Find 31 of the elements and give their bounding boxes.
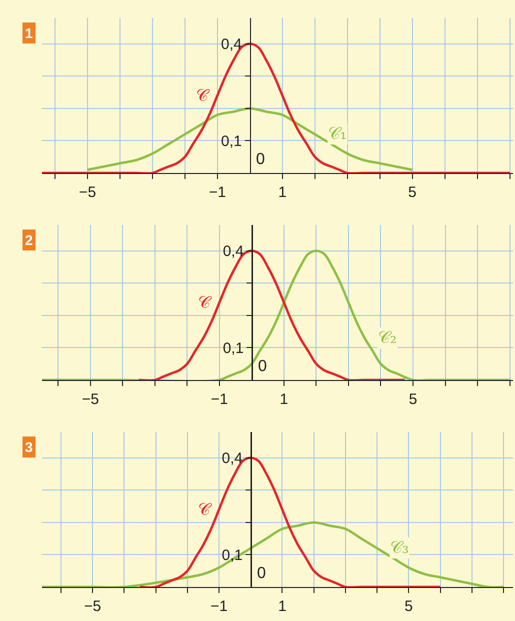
y-tick-label: 0,1	[221, 132, 242, 150]
x-tick-label: 1	[278, 184, 287, 202]
x-tick-label: −5	[82, 391, 99, 408]
series-label: 𝒞	[198, 293, 212, 313]
y-tick-label: 0,4	[222, 450, 243, 468]
x-tick-label: 5	[408, 184, 416, 202]
line-series	[86, 107, 414, 171]
x-tick-label: −1	[210, 598, 228, 616]
x-tick-label: 5	[408, 391, 418, 408]
x-tick-label: −1	[208, 184, 226, 202]
series-label: 𝒞₁	[328, 124, 347, 144]
annotation: 0	[256, 151, 265, 168]
x-tick-label: −5	[78, 184, 96, 202]
line-series	[42, 521, 505, 587]
x-tick-label: 5	[404, 598, 413, 616]
y-tick-label: 0,4	[222, 243, 244, 260]
annotation: 0	[258, 358, 267, 375]
text: 3	[25, 439, 33, 455]
y-tick-label: 0,1	[222, 340, 244, 357]
y-tick-label: 0,4	[221, 36, 242, 54]
series-label: 𝒞₃	[390, 538, 409, 558]
x-tick-label: −5	[84, 598, 102, 616]
text: 2	[25, 232, 33, 248]
x-tick-label: 1	[278, 598, 286, 616]
x-tick-label: 1	[280, 391, 288, 408]
series-label: 𝒞₂	[378, 328, 397, 348]
x-tick-label: −1	[210, 391, 228, 408]
series-label: 𝒞	[198, 500, 212, 520]
annotation: 0	[257, 565, 266, 582]
series-label: 𝒞	[196, 86, 210, 106]
text: 1	[25, 25, 33, 41]
